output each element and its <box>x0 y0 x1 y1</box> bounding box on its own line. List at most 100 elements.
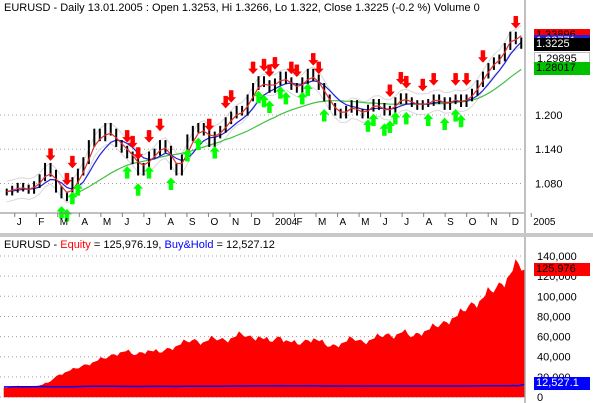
buy-arrow <box>165 177 177 191</box>
sell-arrow <box>204 118 215 132</box>
buy-arrow <box>379 123 390 136</box>
symbol-label: EURUSD <box>4 2 51 14</box>
sell-arrow-shape <box>477 50 489 63</box>
price-x-tick-label: F <box>297 217 303 228</box>
sell-arrow <box>61 172 73 186</box>
equity-area <box>3 259 525 398</box>
buy-arrow <box>302 83 313 96</box>
sell-arrow-shape <box>395 71 406 85</box>
sell-arrow-shape <box>401 75 412 89</box>
equity-legend-value: = 125,976.19, <box>90 239 165 251</box>
sell-arrow <box>67 155 78 169</box>
buy-arrow-shape <box>193 137 204 151</box>
sell-arrow-shape <box>61 172 73 186</box>
buy-arrow-shape <box>302 83 313 96</box>
equity-chart-pane[interactable]: 020,00040,00060,00080,000100,000120,0001… <box>0 237 593 403</box>
price-x-tick-label: M <box>318 217 326 228</box>
buy-arrow-shape <box>455 114 467 128</box>
sell-arrow-shape <box>247 61 259 75</box>
buy-arrow <box>143 165 155 179</box>
sell-arrow-shape <box>461 73 472 86</box>
price-x-tick-label: 2005 <box>533 217 556 228</box>
price-x-tick-label: F <box>38 217 44 228</box>
sell-arrow <box>417 78 428 92</box>
buy-arrow-shape <box>182 148 193 162</box>
sell-arrow-shape <box>417 78 428 92</box>
price-y-tick-label: 1.080 <box>535 178 563 190</box>
pane-separator[interactable] <box>0 233 593 237</box>
buy-arrow <box>122 165 133 179</box>
buy-arrow <box>297 91 308 105</box>
buy-arrow-shape <box>319 108 330 122</box>
sell-arrow-shape <box>67 155 78 169</box>
sell-arrow <box>428 73 439 86</box>
sell-arrow <box>477 50 489 63</box>
sell-arrow-shape <box>291 64 302 78</box>
buy-arrow-shape <box>439 117 450 131</box>
buy-arrow <box>384 120 395 133</box>
buyhold-path <box>4 383 525 388</box>
buy-arrow <box>390 111 401 125</box>
sell-arrow <box>143 130 155 143</box>
buy-arrow <box>319 108 330 122</box>
buy-arrow-shape <box>280 91 291 105</box>
price-x-tick-label: S <box>447 217 454 228</box>
buy-arrow-shape <box>122 165 133 179</box>
equity-chart[interactable]: 020,00040,00060,00080,000100,000120,0001… <box>0 237 593 403</box>
buy-arrow-shape <box>264 100 275 113</box>
sell-arrow <box>401 75 412 89</box>
price-y-tick-label: 1.140 <box>535 144 563 156</box>
sell-arrow-shape <box>313 61 324 75</box>
buyhold-line <box>4 383 525 388</box>
price-value-box: 1.3225 <box>534 38 590 52</box>
buy-arrow-shape <box>390 111 401 125</box>
buy-arrow-shape <box>368 113 379 127</box>
price-x-tick-label: M <box>361 217 369 228</box>
buy-arrow <box>280 91 291 105</box>
sell-arrow-shape <box>133 147 144 160</box>
sell-arrow-shape <box>269 57 281 70</box>
price-chart-title: EURUSD - Daily 13.01.2005 : Open 1.3253,… <box>4 2 480 14</box>
sell-arrow-shape <box>127 135 138 149</box>
buy-arrow-shape <box>401 111 412 125</box>
price-bars <box>5 31 523 202</box>
sell-arrow <box>384 84 395 98</box>
buy-arrow <box>209 146 220 159</box>
buy-arrow <box>56 205 67 219</box>
equity-y-tick-label: 140,000 <box>537 251 577 263</box>
sell-arrow <box>291 64 302 78</box>
sell-arrow-shape <box>154 118 166 132</box>
buy-arrow-shape <box>143 165 155 179</box>
buy-arrow <box>264 100 275 113</box>
price-x-tick-label: A <box>426 217 433 228</box>
sell-arrow <box>122 130 133 143</box>
equity-y-tick-label: 100,000 <box>537 291 577 303</box>
sell-arrow-shape <box>204 118 215 132</box>
upper-band-line <box>6 25 522 183</box>
buy-arrow-shape <box>384 120 395 133</box>
buyhold-value-box: 12,527.1 <box>534 377 590 391</box>
sell-arrow <box>286 61 297 75</box>
buy-arrow-shape <box>133 183 144 196</box>
sell-arrow <box>269 57 281 70</box>
buy-arrow <box>67 191 78 205</box>
buy-arrow-shape <box>253 90 264 104</box>
sell-arrow-shape <box>384 84 395 98</box>
equity-y-tick-label: 80,000 <box>537 311 571 323</box>
ohlc-summary: Daily 13.01.2005 : Open 1.3253, Hi 1.326… <box>60 2 480 14</box>
buy-arrow <box>401 111 412 125</box>
buy-arrow <box>193 137 204 151</box>
buy-arrow-shape <box>209 146 220 159</box>
buy-arrow <box>133 183 144 196</box>
equity-y-tick-label: 60,000 <box>537 332 571 344</box>
sell-arrow <box>395 71 406 85</box>
price-x-axis: J F M A M J J A S O N D 2004 F M A M J J A S O N D 2005 <box>0 212 556 228</box>
sell-arrow <box>247 61 259 75</box>
price-x-tick-label: D <box>253 217 260 228</box>
price-x-tick-label: O <box>469 217 477 228</box>
price-chart-pane[interactable]: 1.080 1.140 1.200 J F M A M J J A S O N D 2004 F M A M J J A S… <box>0 0 593 233</box>
price-y-tick-label: 1.200 <box>535 110 563 122</box>
price-x-tick-label: N <box>490 217 497 228</box>
buy-arrow-shape <box>362 119 374 132</box>
